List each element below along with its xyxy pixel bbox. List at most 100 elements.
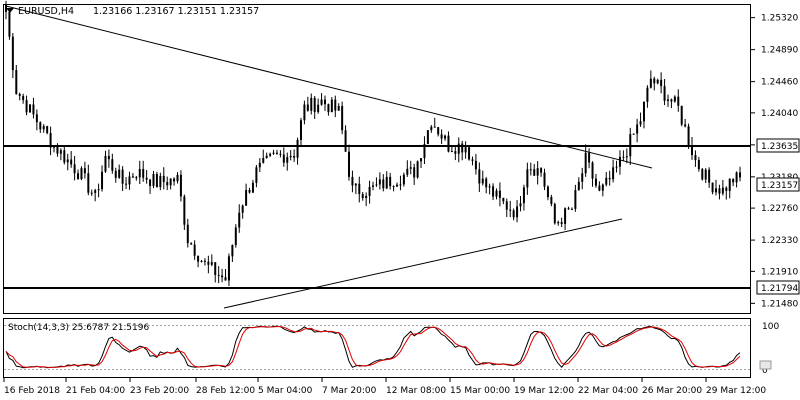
candle-body: [145, 177, 148, 180]
time-tick-label: 21 Feb 04:00: [66, 386, 125, 396]
stoch-label: Stoch(14,3,3) 25.6787 21.5196: [8, 323, 149, 333]
candle-body: [344, 130, 347, 152]
candle-body: [625, 156, 628, 158]
candle-body: [159, 175, 162, 188]
candle-body: [416, 161, 419, 178]
candle-body: [498, 190, 501, 198]
candle-body: [231, 244, 234, 257]
price-tick-label: 1.22330: [761, 236, 798, 246]
candle-body: [409, 167, 412, 169]
price-tick-label: 1.21480: [761, 299, 798, 309]
candle-body: [660, 79, 663, 87]
time-tick-label: 26 Mar 20:00: [642, 386, 702, 396]
candle-body: [337, 106, 340, 111]
ascending-trendline[interactable]: [223, 218, 623, 309]
candle-body: [214, 262, 217, 275]
time-tick-label: 29 Mar 12:00: [706, 386, 766, 396]
candle-body: [365, 195, 368, 199]
candle-body: [656, 79, 659, 84]
candle-body: [533, 169, 536, 176]
candle-body: [505, 201, 508, 210]
candle-body: [471, 159, 474, 161]
candle-body: [77, 173, 80, 180]
candle-body: [399, 184, 402, 186]
time-tick-label: 15 Mar 00:00: [450, 386, 510, 396]
candle-body: [546, 186, 549, 198]
candle-body: [241, 205, 244, 213]
candle-body: [49, 133, 52, 148]
candle-body: [402, 174, 405, 185]
candle-body: [735, 172, 738, 183]
candle-body: [169, 178, 172, 186]
candle-body: [536, 168, 539, 176]
candle-body: [286, 157, 289, 163]
stoch-main-line: [5, 325, 741, 369]
menu-triangle-icon[interactable]: [6, 8, 14, 13]
candle-body: [217, 274, 220, 276]
candle-body: [224, 277, 227, 281]
candle-body: [378, 179, 381, 185]
candle-body: [375, 184, 378, 186]
candle-body: [97, 189, 100, 191]
candle-body: [121, 169, 124, 184]
candle-body: [543, 172, 546, 187]
candle-body: [715, 188, 718, 193]
candle-body: [581, 173, 584, 182]
candle-body: [512, 210, 515, 218]
candle-body: [392, 186, 395, 188]
candle-body: [255, 167, 258, 183]
candle-body: [190, 243, 193, 245]
candle-body: [35, 114, 38, 123]
candle-body: [691, 145, 693, 155]
candle-body: [8, 11, 11, 37]
candle-body: [560, 222, 563, 224]
candle-body: [385, 176, 388, 189]
candle-body: [258, 162, 261, 168]
candle-body: [430, 126, 433, 131]
candle-body: [615, 166, 618, 168]
candle-body: [406, 168, 409, 175]
candle-body: [673, 96, 676, 102]
candle-body: [330, 99, 333, 113]
candle-body: [251, 182, 254, 193]
candle-body: [636, 124, 639, 134]
candle-body: [540, 168, 543, 173]
candle-body: [426, 130, 429, 145]
price-tick-label: 1.24890: [761, 46, 798, 56]
candle-body: [739, 172, 742, 178]
candle-body: [303, 104, 306, 121]
candle-body: [18, 94, 21, 96]
candle-body: [618, 156, 621, 167]
candle-body: [492, 186, 495, 197]
stoch-lines-group: [5, 325, 741, 369]
candle-body: [238, 212, 241, 228]
candle-body: [461, 143, 464, 153]
symbol-label: EURUSD,H4: [18, 6, 74, 17]
candle-body: [128, 176, 131, 185]
candle-body: [354, 183, 357, 186]
descending-trendline[interactable]: [5, 5, 653, 169]
candle-body: [570, 208, 573, 210]
candle-body: [577, 181, 580, 191]
stoch-signal-line: [5, 325, 741, 368]
candle-body: [481, 178, 484, 184]
candle-body: [107, 155, 110, 160]
candle-body: [522, 187, 525, 204]
candle-body: [183, 196, 186, 225]
candle-body: [29, 104, 32, 113]
candle-body: [646, 87, 649, 102]
candle-body: [588, 152, 591, 163]
candle-body: [502, 197, 505, 202]
candle-body: [149, 179, 152, 186]
candle-body: [15, 70, 18, 95]
candle-body: [351, 176, 354, 186]
candle-body: [46, 126, 49, 134]
candle-body: [179, 174, 182, 197]
candle-body: [553, 204, 556, 224]
price-tick-label: 1.25320: [761, 14, 798, 24]
candle-body: [348, 151, 350, 177]
candle-body: [327, 104, 330, 113]
candle-body: [389, 176, 392, 187]
candle-body: [200, 260, 203, 262]
